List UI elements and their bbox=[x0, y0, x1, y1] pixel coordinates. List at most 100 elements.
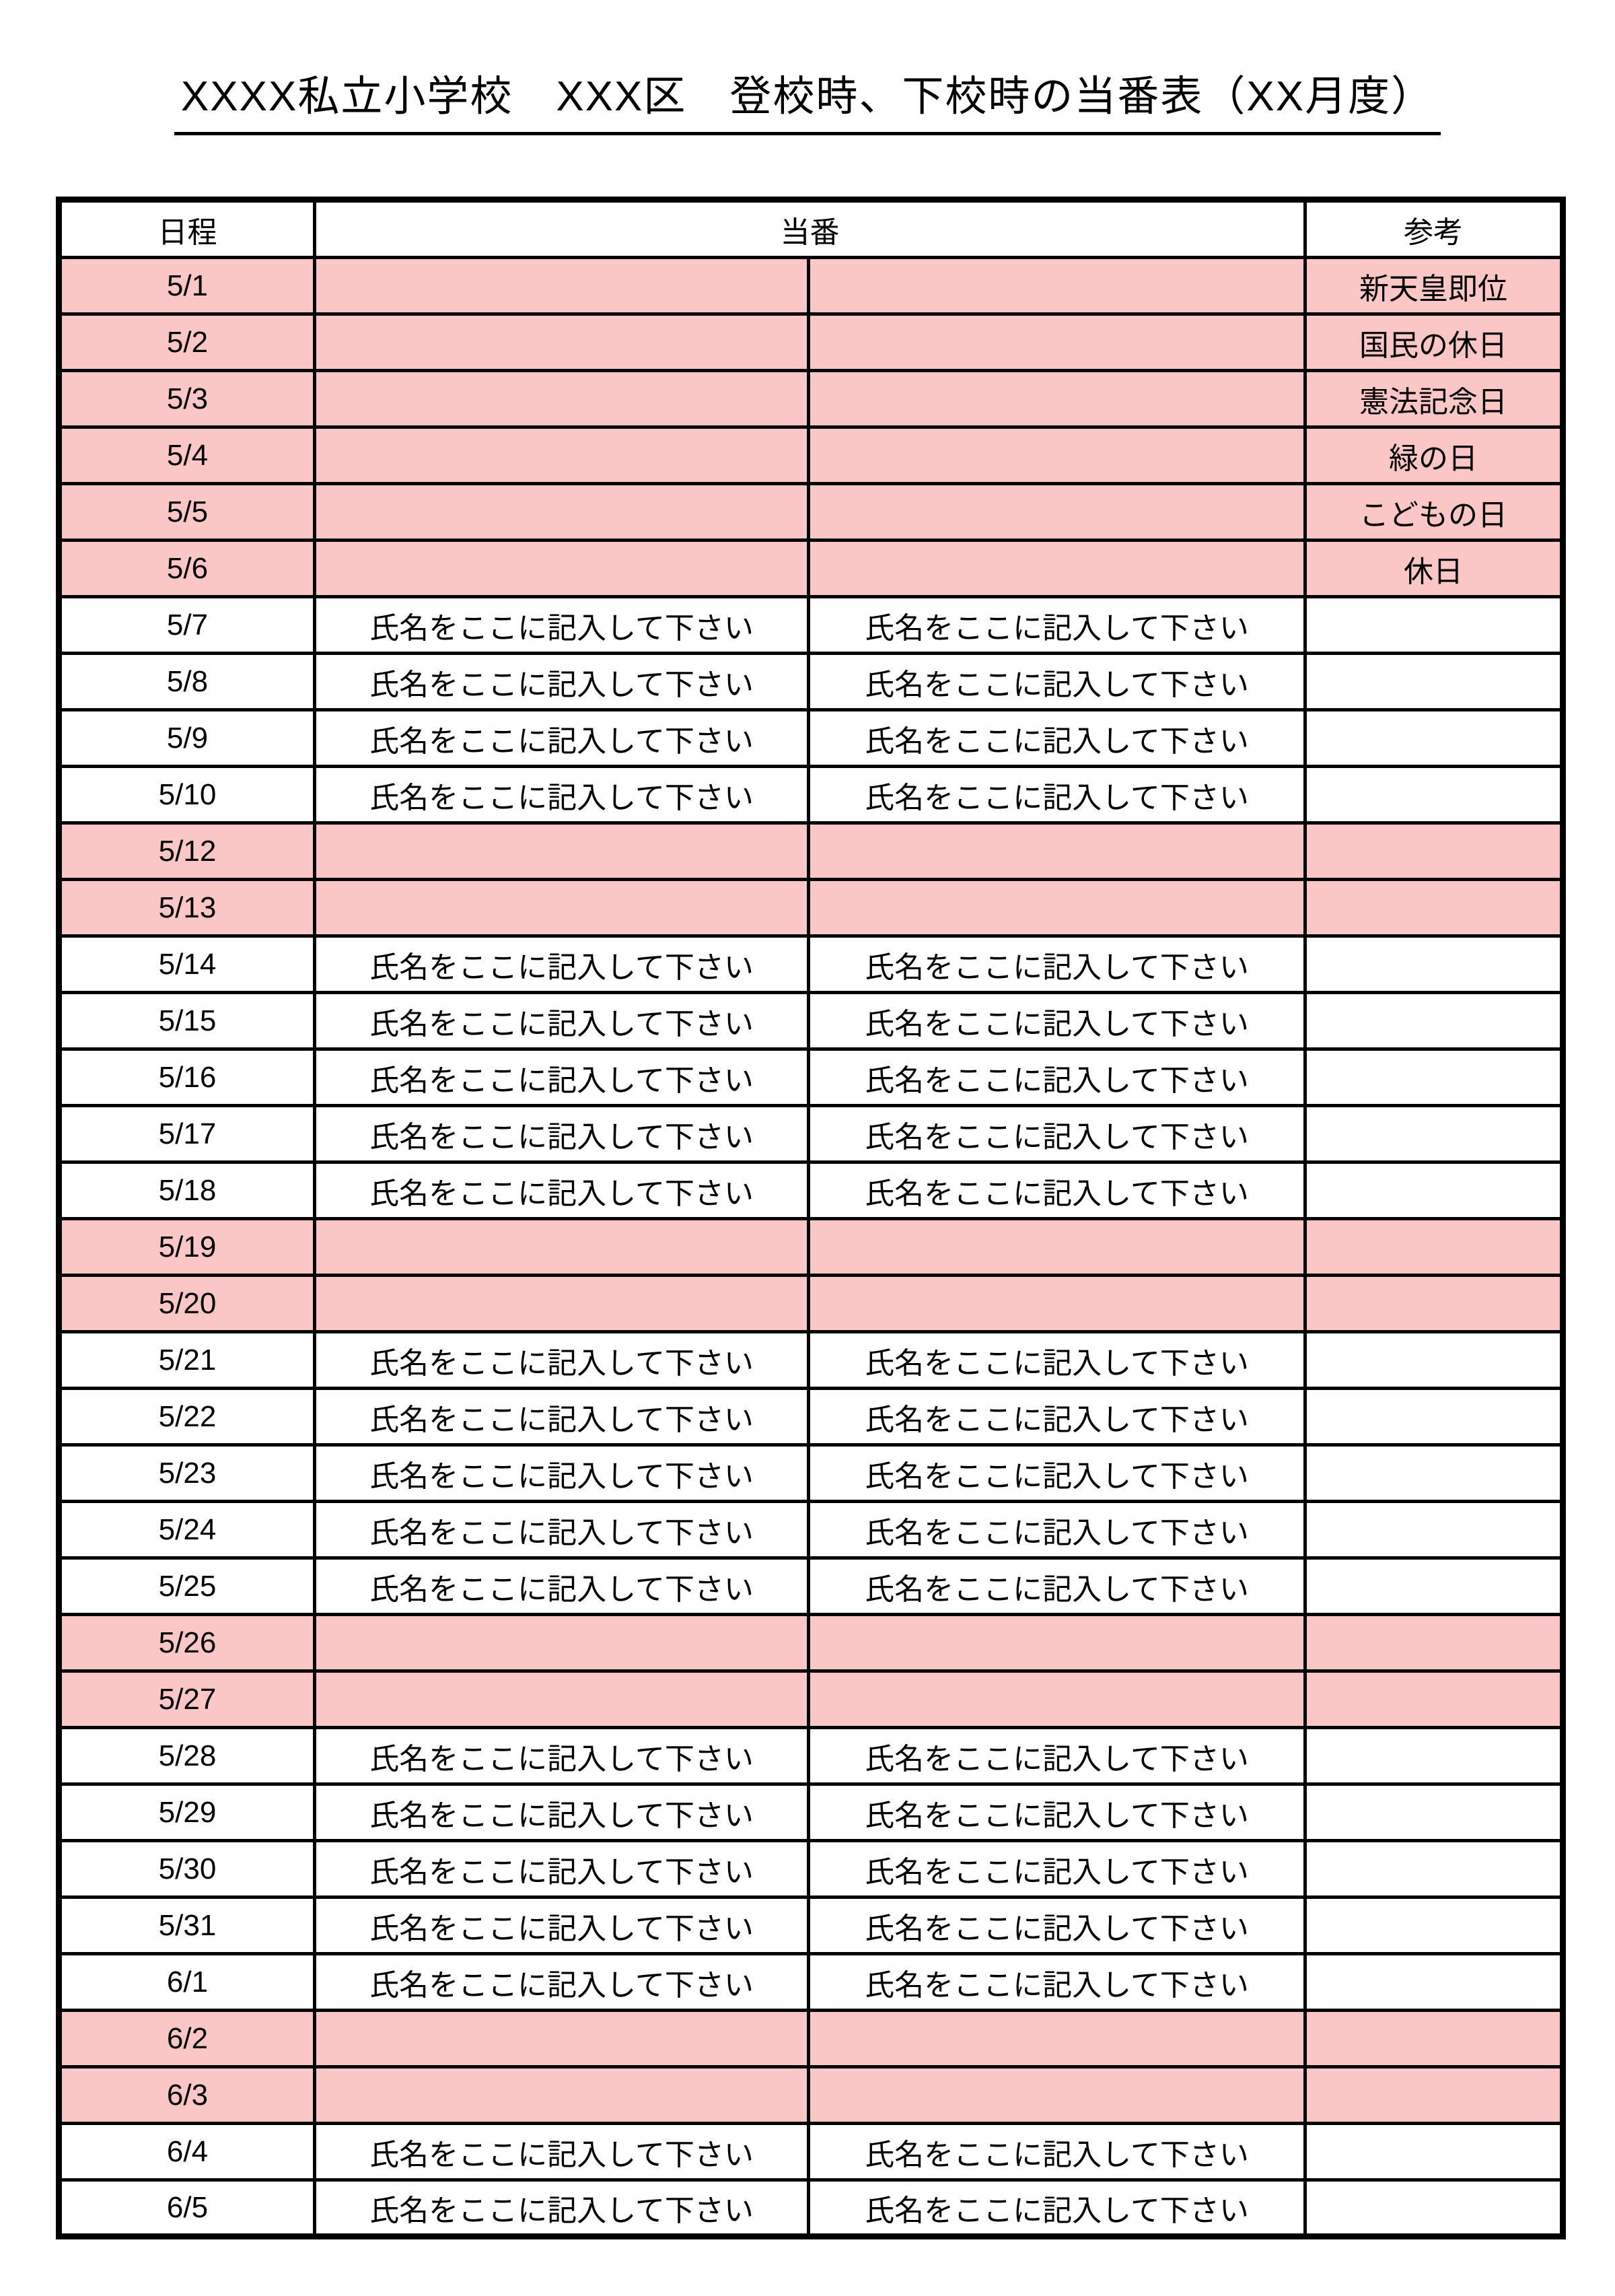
date-cell: 5/30 bbox=[57, 1839, 316, 1899]
reference-cell bbox=[1303, 765, 1565, 825]
duty-cell-morning bbox=[313, 369, 810, 429]
duty-cell-afternoon[interactable]: 氏名をここに記入して下さい bbox=[807, 1387, 1307, 1447]
date-cell: 5/21 bbox=[57, 1330, 316, 1390]
duty-cell-morning bbox=[313, 482, 810, 542]
duty-cell-afternoon[interactable]: 氏名をここに記入して下さい bbox=[807, 1726, 1307, 1786]
duty-cell-afternoon[interactable]: 氏名をここに記入して下さい bbox=[807, 934, 1307, 994]
duty-cell-morning[interactable]: 氏名をここに記入して下さい bbox=[313, 1330, 810, 1390]
duty-cell-afternoon[interactable]: 氏名をここに記入して下さい bbox=[807, 595, 1307, 655]
table-row: 5/4 緑の日 bbox=[57, 425, 1565, 485]
duty-cell-morning[interactable]: 氏名をここに記入して下さい bbox=[313, 1443, 810, 1503]
duty-cell-morning[interactable]: 氏名をここに記入して下さい bbox=[313, 1782, 810, 1842]
duty-cell-afternoon[interactable]: 氏名をここに記入して下さい bbox=[807, 1160, 1307, 1220]
duty-cell-morning[interactable]: 氏名をここに記入して下さい bbox=[313, 1726, 810, 1786]
duty-roster-table: 日程 当番 参考 5/1 新天皇即位 5/2 国民の休日 5/3 憲法記念日 5… bbox=[56, 197, 1566, 2239]
date-cell: 5/18 bbox=[57, 1160, 316, 1220]
table-row: 5/9 氏名をここに記入して下さい 氏名をここに記入して下さい bbox=[57, 708, 1565, 768]
table-row: 5/6 休日 bbox=[57, 538, 1565, 598]
duty-cell-afternoon bbox=[807, 1217, 1307, 1277]
date-cell: 5/8 bbox=[57, 652, 316, 711]
duty-cell-morning[interactable]: 氏名をここに記入して下さい bbox=[313, 595, 810, 655]
duty-cell-afternoon bbox=[807, 1669, 1307, 1729]
duty-cell-afternoon[interactable]: 氏名をここに記入して下さい bbox=[807, 1443, 1307, 1503]
page-title-container: XXXX私立小学校 XXX区 登校時、下校時の当番表（XX月度） bbox=[0, 62, 1615, 135]
duty-cell-morning[interactable]: 氏名をここに記入して下さい bbox=[313, 1839, 810, 1899]
date-cell: 6/1 bbox=[57, 1952, 316, 2012]
duty-cell-afternoon[interactable]: 氏名をここに記入して下さい bbox=[807, 1895, 1307, 1955]
duty-cell-afternoon[interactable]: 氏名をここに記入して下さい bbox=[807, 765, 1307, 825]
reference-cell bbox=[1303, 1500, 1565, 1560]
table-row: 5/15 氏名をここに記入して下さい 氏名をここに記入して下さい bbox=[57, 991, 1565, 1051]
date-cell: 5/25 bbox=[57, 1556, 316, 1616]
duty-cell-afternoon[interactable]: 氏名をここに記入して下さい bbox=[807, 1104, 1307, 1164]
duty-cell-morning[interactable]: 氏名をここに記入して下さい bbox=[313, 1500, 810, 1560]
reference-cell bbox=[1303, 1274, 1565, 1333]
duty-cell-afternoon[interactable]: 氏名をここに記入して下さい bbox=[807, 1556, 1307, 1616]
duty-cell-morning[interactable]: 氏名をここに記入して下さい bbox=[313, 1160, 810, 1220]
date-cell: 6/3 bbox=[57, 2065, 316, 2125]
duty-cell-morning[interactable]: 氏名をここに記入して下さい bbox=[313, 2178, 810, 2238]
duty-cell-morning[interactable]: 氏名をここに記入して下さい bbox=[313, 1104, 810, 1164]
date-cell: 5/20 bbox=[57, 1274, 316, 1333]
duty-cell-afternoon[interactable]: 氏名をここに記入して下さい bbox=[807, 2178, 1307, 2238]
date-cell: 5/22 bbox=[57, 1387, 316, 1447]
reference-cell bbox=[1303, 1330, 1565, 1390]
table-row: 5/7 氏名をここに記入して下さい 氏名をここに記入して下さい bbox=[57, 595, 1565, 655]
reference-cell: 休日 bbox=[1303, 538, 1565, 598]
date-cell: 5/29 bbox=[57, 1782, 316, 1842]
table-row: 5/8 氏名をここに記入して下さい 氏名をここに記入して下さい bbox=[57, 652, 1565, 711]
duty-cell-afternoon[interactable]: 氏名をここに記入して下さい bbox=[807, 708, 1307, 768]
duty-cell-afternoon bbox=[807, 821, 1307, 881]
reference-cell bbox=[1303, 2122, 1565, 2182]
duty-cell-afternoon[interactable]: 氏名をここに記入して下さい bbox=[807, 1782, 1307, 1842]
reference-cell: 国民の休日 bbox=[1303, 312, 1565, 372]
duty-cell-morning bbox=[313, 2065, 810, 2125]
table-row: 5/19 bbox=[57, 1217, 1565, 1277]
table-row: 6/1 氏名をここに記入して下さい 氏名をここに記入して下さい bbox=[57, 1952, 1565, 2012]
table-row: 5/27 bbox=[57, 1669, 1565, 1729]
table-row: 6/5 氏名をここに記入して下さい 氏名をここに記入して下さい bbox=[57, 2178, 1565, 2238]
reference-cell: 緑の日 bbox=[1303, 425, 1565, 485]
duty-cell-morning bbox=[313, 821, 810, 881]
duty-cell-morning[interactable]: 氏名をここに記入して下さい bbox=[313, 2122, 810, 2182]
date-cell: 5/31 bbox=[57, 1895, 316, 1955]
duty-cell-afternoon[interactable]: 氏名をここに記入して下さい bbox=[807, 1330, 1307, 1390]
table-row: 5/30 氏名をここに記入して下さい 氏名をここに記入して下さい bbox=[57, 1839, 1565, 1899]
reference-cell bbox=[1303, 1669, 1565, 1729]
duty-cell-afternoon[interactable]: 氏名をここに記入して下さい bbox=[807, 652, 1307, 711]
page-title: XXXX私立小学校 XXX区 登校時、下校時の当番表（XX月度） bbox=[174, 62, 1441, 135]
duty-cell-afternoon[interactable]: 氏名をここに記入して下さい bbox=[807, 1047, 1307, 1107]
duty-cell-morning[interactable]: 氏名をここに記入して下さい bbox=[313, 1047, 810, 1107]
date-cell: 5/26 bbox=[57, 1613, 316, 1673]
duty-cell-afternoon[interactable]: 氏名をここに記入して下さい bbox=[807, 1839, 1307, 1899]
reference-cell bbox=[1303, 708, 1565, 768]
duty-cell-morning[interactable]: 氏名をここに記入して下さい bbox=[313, 1895, 810, 1955]
duty-cell-morning bbox=[313, 878, 810, 938]
duty-cell-morning[interactable]: 氏名をここに記入して下さい bbox=[313, 1952, 810, 2012]
header-date: 日程 bbox=[57, 198, 316, 259]
duty-cell-afternoon bbox=[807, 312, 1307, 372]
duty-cell-morning[interactable]: 氏名をここに記入して下さい bbox=[313, 934, 810, 994]
duty-cell-morning bbox=[313, 1613, 810, 1673]
table-row: 5/17 氏名をここに記入して下さい 氏名をここに記入して下さい bbox=[57, 1104, 1565, 1164]
duty-cell-afternoon[interactable]: 氏名をここに記入して下さい bbox=[807, 1500, 1307, 1560]
duty-cell-afternoon[interactable]: 氏名をここに記入して下さい bbox=[807, 1952, 1307, 2012]
duty-cell-morning[interactable]: 氏名をここに記入して下さい bbox=[313, 765, 810, 825]
duty-cell-morning[interactable]: 氏名をここに記入して下さい bbox=[313, 1387, 810, 1447]
date-cell: 5/13 bbox=[57, 878, 316, 938]
table-row: 5/23 氏名をここに記入して下さい 氏名をここに記入して下さい bbox=[57, 1443, 1565, 1503]
duty-cell-morning[interactable]: 氏名をここに記入して下さい bbox=[313, 1556, 810, 1616]
duty-cell-afternoon[interactable]: 氏名をここに記入して下さい bbox=[807, 991, 1307, 1051]
duty-cell-afternoon[interactable]: 氏名をここに記入して下さい bbox=[807, 2122, 1307, 2182]
duty-cell-morning[interactable]: 氏名をここに記入して下さい bbox=[313, 991, 810, 1051]
reference-cell bbox=[1303, 1895, 1565, 1955]
duty-cell-afternoon bbox=[807, 2009, 1307, 2068]
reference-cell bbox=[1303, 1726, 1565, 1786]
duty-cell-morning[interactable]: 氏名をここに記入して下さい bbox=[313, 652, 810, 711]
duty-cell-morning[interactable]: 氏名をここに記入して下さい bbox=[313, 708, 810, 768]
reference-cell bbox=[1303, 595, 1565, 655]
duty-cell-morning bbox=[313, 1669, 810, 1729]
date-cell: 5/15 bbox=[57, 991, 316, 1051]
duty-cell-morning bbox=[313, 425, 810, 485]
